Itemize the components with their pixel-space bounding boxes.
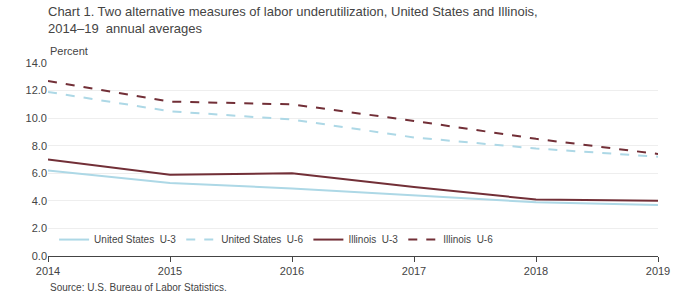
svg-text:Illinois U-6: Illinois U-6 (443, 234, 493, 245)
svg-text:Source: U.S. Bureau of Labor S: Source: U.S. Bureau of Labor Statistics. (50, 282, 227, 293)
svg-text:2.0: 2.0 (32, 222, 47, 234)
svg-text:2018: 2018 (524, 265, 548, 277)
svg-text:2019: 2019 (646, 265, 670, 277)
svg-text:14.0: 14.0 (26, 57, 47, 69)
svg-text:2017: 2017 (402, 265, 426, 277)
svg-text:6.0: 6.0 (32, 167, 47, 179)
svg-text:United States U-6: United States U-6 (221, 234, 303, 245)
svg-text:United States U-3: United States U-3 (94, 234, 176, 245)
svg-text:Percent: Percent (50, 45, 88, 57)
svg-text:0.0: 0.0 (32, 250, 47, 262)
svg-text:2015: 2015 (158, 265, 182, 277)
svg-text:2014: 2014 (36, 265, 60, 277)
svg-text:Chart 1. Two alternative measu: Chart 1. Two alternative measures of lab… (48, 4, 538, 36)
svg-text:2016: 2016 (280, 265, 304, 277)
svg-text:4.0: 4.0 (32, 195, 47, 207)
svg-text:8.0: 8.0 (32, 140, 47, 152)
svg-text:Illinois U-3: Illinois U-3 (348, 234, 398, 245)
svg-text:12.0: 12.0 (26, 84, 47, 96)
svg-text:10.0: 10.0 (26, 112, 47, 124)
